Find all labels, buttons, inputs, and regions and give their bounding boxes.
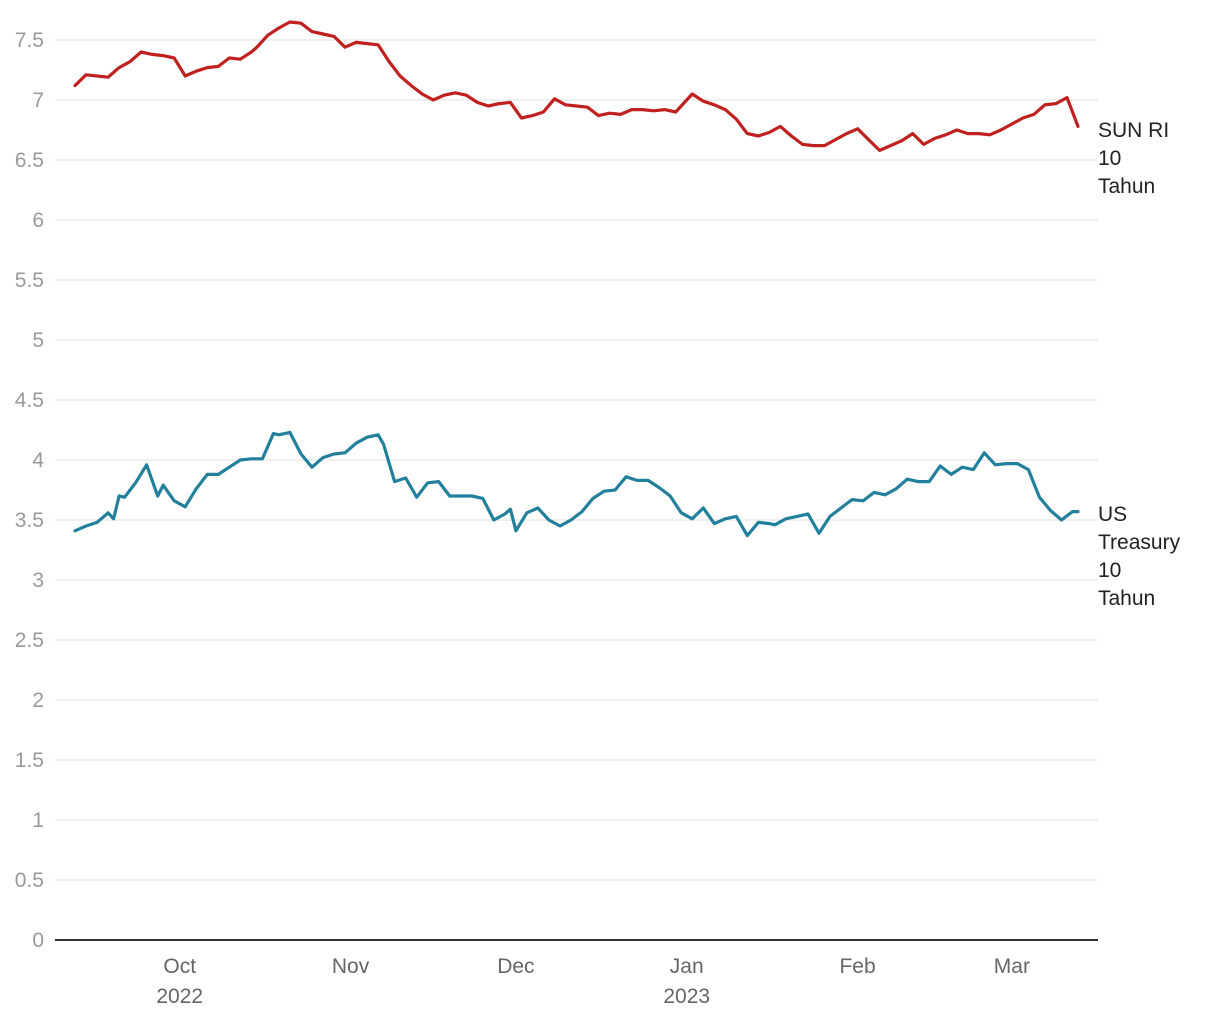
series-label: US xyxy=(1098,503,1127,526)
series-lines xyxy=(73,20,1080,538)
gridlines xyxy=(55,39,1098,881)
y-tick-label: 4.5 xyxy=(15,389,44,412)
y-tick-label: 4 xyxy=(32,449,44,472)
x-tick-label: Oct xyxy=(163,955,196,978)
series-label: 10 xyxy=(1098,147,1121,170)
y-tick-label: 1.5 xyxy=(15,749,44,772)
series-label: Tahun xyxy=(1098,587,1155,610)
y-tick-label: 6 xyxy=(32,209,44,232)
series-label: Treasury xyxy=(1098,531,1181,554)
series-line-0 xyxy=(73,20,1080,152)
x-tick-year-label: 2023 xyxy=(663,985,710,1008)
y-tick-label: 5 xyxy=(32,329,44,352)
x-tick-label: Nov xyxy=(332,955,370,978)
series-label: Tahun xyxy=(1098,175,1155,198)
series-label: 10 xyxy=(1098,559,1121,582)
y-tick-label: 3.5 xyxy=(15,509,44,532)
y-tick-label: 6.5 xyxy=(15,149,44,172)
y-tick-label: 0 xyxy=(32,929,44,952)
y-tick-label: 0.5 xyxy=(15,869,44,892)
y-tick-label: 2.5 xyxy=(15,629,44,652)
y-tick-label: 2 xyxy=(32,689,44,712)
series-labels: SUN RI 10 Tahun US Treasury 10 Tahun xyxy=(1098,119,1181,610)
y-tick-label: 5.5 xyxy=(15,269,44,292)
x-axis-ticks: Oct 2022 Nov Dec Jan 2023 Feb Mar xyxy=(156,955,1030,1008)
y-tick-label: 1 xyxy=(32,809,44,832)
y-tick-label: 7.5 xyxy=(15,29,44,52)
y-tick-label: 7 xyxy=(32,89,44,112)
y-tick-label: 3 xyxy=(32,569,44,592)
x-tick-label: Feb xyxy=(839,955,875,978)
x-tick-year-label: 2022 xyxy=(156,985,203,1008)
series-label: SUN RI xyxy=(1098,119,1169,142)
x-tick-label: Mar xyxy=(994,955,1030,978)
y-axis-ticks: 0 0.5 1 1.5 2 2.5 3 3.5 4 4.5 5 5.5 6 6.5 7 7.5 xyxy=(15,29,45,952)
series-line-1 xyxy=(73,430,1080,538)
x-tick-label: Jan xyxy=(670,955,704,978)
x-tick-label: Dec xyxy=(497,955,534,978)
